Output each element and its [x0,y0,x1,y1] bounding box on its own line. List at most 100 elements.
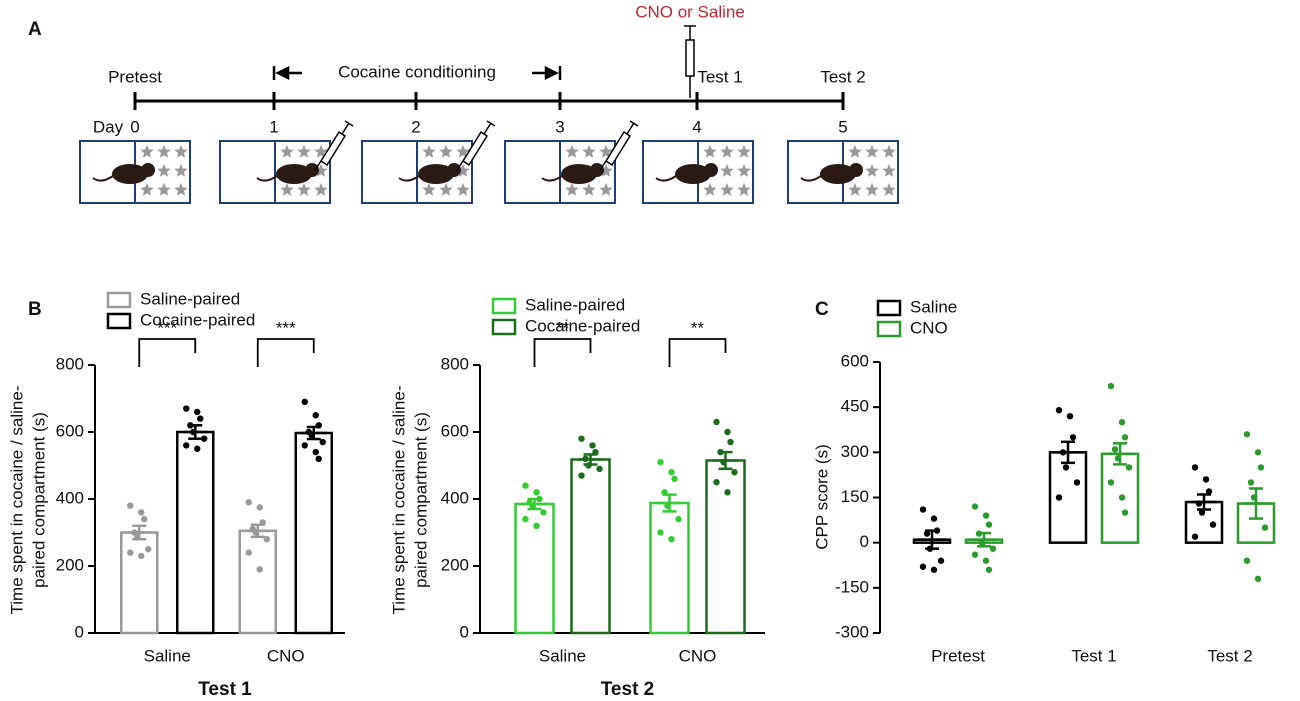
star [865,183,879,196]
data-point [1055,494,1063,501]
error-bar [919,529,945,550]
data-point [657,458,664,466]
significance-bracket [138,338,197,367]
error-bar [1243,487,1269,520]
data-point [1062,464,1070,471]
syringe [599,120,639,171]
mouse-head [141,163,155,177]
error-bar [1055,440,1081,465]
legend-label: Saline-paired [525,295,625,314]
panel-label: C [815,299,829,320]
significance-label: ** [556,318,570,337]
data-point [919,506,927,513]
syringe [314,120,354,171]
x-axis-label: Test 2 [601,679,655,700]
mouse-tail [398,175,420,182]
star [565,145,579,158]
y-axis-label: paired compartment (s) [29,412,48,588]
data-point [971,551,979,558]
y-tick-label: 300 [841,442,869,461]
panel-label: A [28,19,42,40]
data-point [1191,464,1199,471]
y-tick-label: 0 [860,532,869,551]
data-point [1198,509,1206,516]
data-point [301,442,308,449]
data-point [540,509,547,516]
data-point [578,435,585,442]
data-point [1069,434,1077,441]
x-tick-label: Saline [144,646,191,665]
data-point [194,408,201,416]
star [174,183,188,196]
star [882,164,896,177]
data-point [1107,479,1115,486]
star [174,145,188,158]
data-point [671,475,678,483]
y-tick-label: 0 [460,622,469,641]
significance-label: *** [157,318,177,337]
significance-bracket [533,338,592,367]
data-point [1247,479,1255,486]
day-number: 2 [411,117,420,136]
mouse-tail [800,175,822,182]
data-point [930,515,938,522]
data-point [145,546,152,553]
day-number: 1 [269,117,278,136]
star [140,145,154,158]
data-point [194,445,201,452]
error-bar [244,523,271,539]
data-point [724,489,731,496]
legend-swatch [876,299,902,317]
data-point [256,566,263,573]
data-point [985,521,993,528]
y-tick-label: 600 [841,351,869,370]
x-tick-label: CNO [267,646,305,665]
conditioning-label: Cocaine conditioning [338,62,496,81]
mouse-head [305,163,319,177]
pretest-label: Pretest [108,67,162,86]
day-number: 5 [838,117,847,136]
bar [705,459,746,635]
error-bar [712,450,739,471]
star [737,164,751,177]
mouse-body [418,164,454,184]
y-tick-label: 150 [841,487,869,506]
star [703,145,717,158]
star [720,183,734,196]
x-tick-label: Test 1 [1071,646,1116,665]
data-point [141,515,148,523]
day-number: 0 [130,117,139,136]
data-point [301,398,308,406]
star [174,164,188,177]
data-point [1125,464,1133,471]
test2-label: Test 2 [820,67,865,86]
y-tick-label: 200 [56,555,84,574]
y-tick-label: -150 [835,577,869,596]
star [456,183,470,196]
data-point [668,469,675,476]
mouse-body [675,164,711,184]
data-point [668,536,675,543]
mouse-tail [655,175,677,182]
data-point [713,418,720,426]
legend-swatch [491,297,517,315]
error-bar [126,524,153,541]
legend-label: Cocaine-paired [525,316,640,335]
star [703,183,717,196]
data-point [1191,533,1199,540]
data-point [533,489,540,496]
data-point [675,515,682,523]
data-point [197,415,204,422]
legend-label: Saline-paired [140,289,240,308]
star [422,145,436,158]
data-point [589,442,596,449]
star [737,145,751,158]
data-point [1261,524,1269,531]
data-point [724,428,731,436]
legend-swatch [491,318,517,336]
error-bar [182,424,209,440]
y-axis-label: Time spent in cocaine / saline- [7,386,26,615]
star [157,183,171,196]
data-point [201,435,208,442]
bar [570,458,611,635]
